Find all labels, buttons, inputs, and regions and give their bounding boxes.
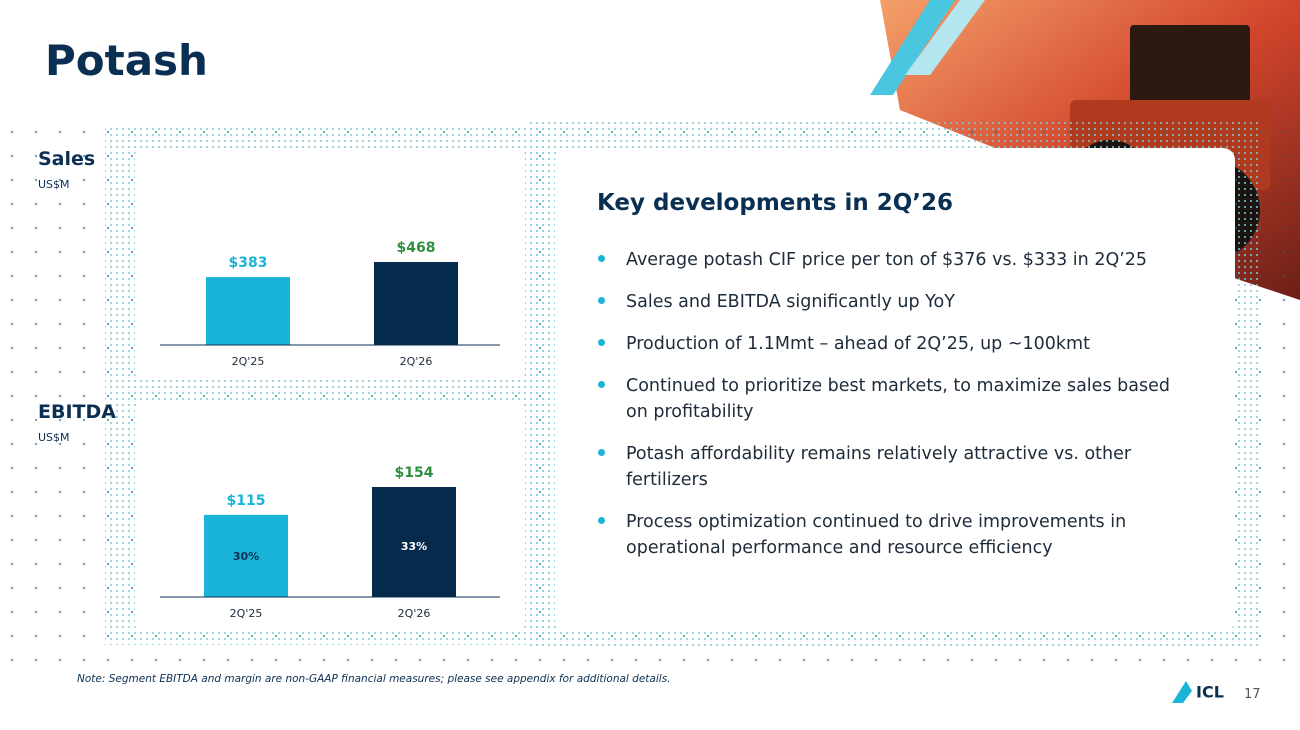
- chart-title: Sales: [38, 148, 96, 170]
- footnote: Note: Segment EBITDA and margin are non-…: [77, 673, 671, 685]
- value-label: $115: [227, 493, 266, 509]
- bar: [204, 514, 288, 597]
- bullet: Sales and EBITDA significantly up YoY: [597, 289, 1171, 315]
- logo-text: ICL: [1196, 683, 1224, 702]
- page-number: 17: [1244, 687, 1261, 702]
- x-tick-label: 2Q'25: [230, 607, 263, 620]
- bar: [374, 262, 458, 345]
- chart-title: EBITDA: [38, 401, 116, 423]
- section-heading: Key developments in 2Q’26: [597, 190, 954, 216]
- bullet: Continued to prioritize best markets, to…: [597, 373, 1171, 425]
- bullet: Potash affordability remains relatively …: [597, 441, 1171, 493]
- x-tick-label: 2Q'26: [398, 607, 431, 620]
- margin-label: 30%: [233, 550, 259, 563]
- logo: ICL: [1172, 681, 1224, 703]
- text-panel: [555, 148, 1235, 632]
- x-tick-label: 2Q'25: [232, 355, 265, 368]
- bar: [206, 277, 290, 345]
- chart-subtitle: US$M: [38, 431, 70, 444]
- value-label: $468: [397, 240, 436, 256]
- chart-subtitle: US$M: [38, 178, 70, 191]
- value-label: $154: [395, 465, 434, 481]
- value-label: $383: [229, 255, 268, 271]
- bullet: Average potash CIF price per ton of $376…: [597, 247, 1171, 273]
- bullet-list: Average potash CIF price per ton of $376…: [597, 247, 1187, 577]
- bar: [372, 487, 456, 597]
- slide-title: Potash: [45, 36, 208, 85]
- bullet: Process optimization continued to drive …: [597, 509, 1171, 561]
- x-tick-label: 2Q'26: [400, 355, 433, 368]
- margin-label: 33%: [401, 540, 427, 553]
- bullet: Production of 1.1Mmt – ahead of 2Q’25, u…: [597, 331, 1171, 357]
